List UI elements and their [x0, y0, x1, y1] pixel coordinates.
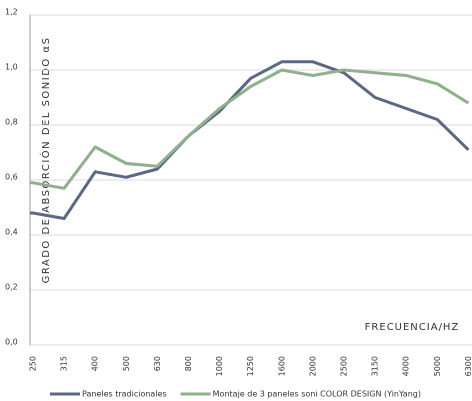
x-tick-label: 315 — [60, 356, 69, 371]
x-tick-label: 2500 — [340, 356, 349, 376]
x-tick-label: 6300 — [464, 356, 472, 376]
x-tick-label: 5000 — [433, 356, 442, 376]
x-tick-label: 2000 — [308, 356, 317, 376]
y-tick-label: 0,0 — [5, 338, 18, 347]
x-tick-label: 250 — [29, 356, 38, 371]
x-tick-label: 1600 — [277, 356, 286, 376]
legend-label: Paneles tradicionales — [82, 390, 167, 399]
x-tick-label: 400 — [91, 356, 100, 371]
series-line — [30, 60, 470, 220]
x-tick-label: 800 — [184, 356, 193, 371]
x-axis-title: FRECUENCIA/HZ — [365, 322, 460, 333]
y-tick-label: 0,4 — [5, 228, 18, 237]
series-line — [30, 68, 470, 190]
y-tick-label: 0,2 — [5, 283, 18, 292]
legend-label: Montaje de 3 paneles soni COLOR DESIGN (… — [213, 390, 421, 399]
x-tick-label: 630 — [153, 356, 162, 371]
x-tick-label: 500 — [122, 356, 131, 371]
y-tick-label: 0,6 — [5, 173, 18, 182]
x-tick-label: 3150 — [371, 356, 380, 376]
x-tick-label: 1000 — [215, 356, 224, 376]
y-tick-label: 1,2 — [5, 8, 18, 17]
y-tick-label: 1,0 — [5, 63, 18, 72]
x-tick-label: 4000 — [402, 356, 411, 376]
y-tick-label: 0,8 — [5, 118, 18, 127]
y-axis-title: GRADO DE ABSORCIÓN DEL SONIDO αS — [39, 37, 52, 284]
x-tick-label: 1250 — [246, 356, 255, 376]
